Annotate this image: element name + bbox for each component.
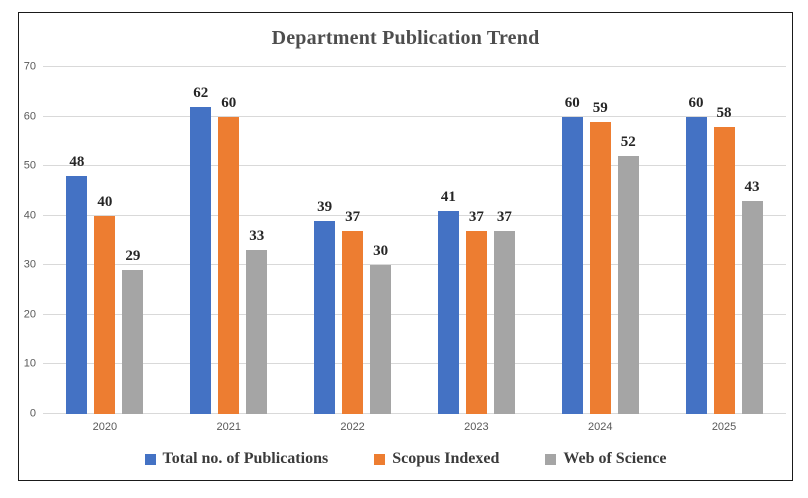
data-label: 37 (468, 208, 484, 225)
bar: 60 (685, 95, 707, 414)
gridline (43, 165, 786, 167)
y-axis-tick-label: 50 (23, 159, 36, 172)
x-axis-tick-label: 2023 (464, 421, 489, 433)
bar: 30 (370, 244, 392, 414)
data-label: 48 (69, 154, 85, 171)
data-label: 60 (221, 94, 237, 111)
bar: 33 (246, 229, 268, 414)
gridline (43, 363, 786, 365)
data-label: 41 (440, 188, 456, 205)
gridline (43, 313, 786, 315)
bar-group-2023: 41 37 37 (414, 67, 538, 414)
y-axis-tick-label: 10 (23, 357, 36, 370)
plot-area: 48 40 29 62 60 33 39 37 30 41 37 37 60 59 52 60 58 43 0 10… (24, 61, 786, 419)
data-label: 29 (125, 248, 141, 265)
data-label: 43 (744, 178, 760, 195)
bar: 41 (437, 189, 459, 414)
y-axis-tick-label: 60 (23, 110, 36, 123)
x-axis-tick-label: 2025 (711, 421, 737, 433)
bar: 60 (218, 95, 240, 414)
x-axis-tick-label: 2021 (216, 421, 241, 433)
data-label: 33 (249, 228, 265, 245)
legend-label: Web of Science (563, 450, 667, 467)
data-label: 39 (317, 198, 333, 215)
y-axis-tick-label: 30 (23, 258, 36, 271)
legend-label: Total no. of Publications (162, 450, 329, 467)
data-label: 37 (345, 208, 361, 225)
bar: 59 (589, 100, 611, 414)
data-label: 62 (193, 84, 209, 101)
x-axis-tick-label: 2020 (92, 421, 118, 433)
bar: 37 (493, 209, 515, 414)
data-label: 37 (496, 208, 512, 225)
gridline (43, 413, 786, 414)
legend-item: Web of Science (545, 450, 666, 468)
data-label: 30 (373, 243, 389, 260)
gridline (43, 115, 786, 117)
x-axis-tick-label: 2022 (340, 421, 365, 433)
chart-frame: Department Publication Trend 48 40 29 62 60 3… (18, 12, 793, 481)
bar-group-2024: 60 59 52 (538, 67, 662, 414)
bar: 52 (617, 135, 639, 414)
y-axis-tick-label: 20 (23, 308, 36, 321)
data-label: 58 (716, 104, 732, 121)
x-axis-tick-label: 2024 (587, 421, 613, 433)
gridline (43, 66, 786, 67)
legend-swatch-icon (374, 453, 386, 465)
data-label: 60 (688, 94, 704, 111)
data-label: 52 (620, 134, 636, 151)
bar: 48 (66, 155, 88, 414)
gridline (43, 214, 786, 216)
bar: 60 (561, 95, 583, 414)
bar: 62 (190, 85, 212, 414)
bar-group-2022: 39 37 30 (291, 67, 415, 414)
bar: 29 (122, 249, 144, 414)
bar: 43 (741, 179, 763, 414)
y-axis-tick-label: 0 (29, 407, 36, 420)
gridline (43, 264, 786, 266)
bar: 40 (94, 194, 116, 414)
chart-title: Department Publication Trend (271, 27, 540, 49)
legend-swatch-icon (545, 453, 557, 465)
legend: Total no. of Publications Scopus Indexed W… (19, 450, 792, 468)
legend-item: Total no. of Publications (144, 450, 329, 468)
x-axis-labels: 2020 2021 2022 2023 2024 2025 (43, 421, 786, 433)
data-label: 60 (564, 94, 580, 111)
bar: 37 (342, 209, 364, 414)
legend-swatch-icon (144, 453, 156, 465)
legend-item: Scopus Indexed (374, 450, 499, 468)
y-axis-tick-label: 70 (23, 60, 36, 73)
bar-group-2020: 48 40 29 (43, 67, 167, 414)
bar: 37 (465, 209, 487, 414)
bar-groups: 48 40 29 62 60 33 39 37 30 41 37 37 60 59 52 60 58 43 (43, 67, 786, 414)
y-axis-tick-label: 40 (23, 209, 36, 222)
bar: 58 (713, 105, 735, 414)
data-label: 59 (592, 99, 608, 116)
bar: 39 (314, 199, 336, 414)
legend-label: Scopus Indexed (392, 450, 500, 467)
data-label: 40 (97, 193, 113, 210)
bar-group-2021: 62 60 33 (167, 67, 291, 414)
bar-group-2025: 60 58 43 (662, 67, 786, 414)
